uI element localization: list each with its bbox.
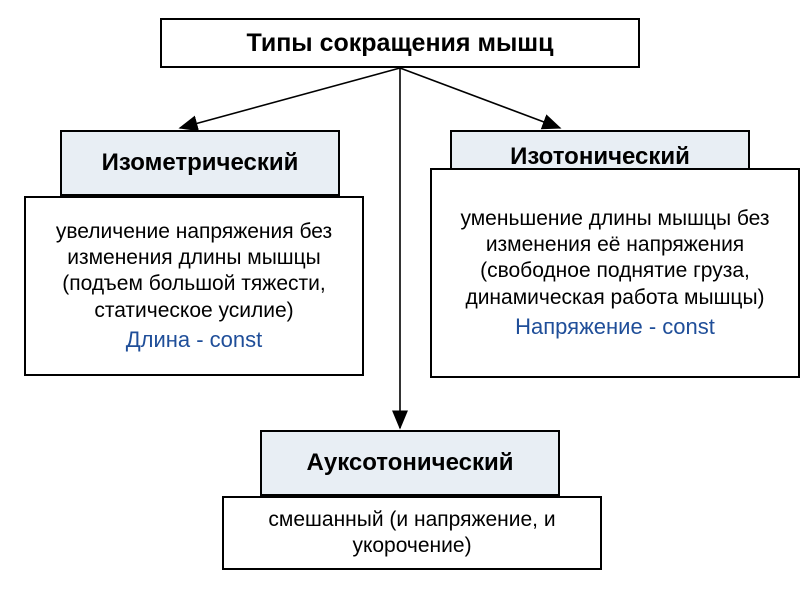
- diagram-title: Типы сокращения мышц: [160, 18, 640, 68]
- auxotonic-description: смешанный (и напряжение, и укорочение): [232, 507, 592, 560]
- auxotonic-header-text: Ауксотонический: [307, 449, 514, 477]
- isotonic-description: уменьшение длины мышцы без изменения её …: [440, 206, 790, 311]
- isotonic-constant: Напряжение - const: [515, 313, 715, 341]
- isotonic-header-text: Изотонический: [510, 143, 690, 171]
- auxotonic-description-box: смешанный (и напряжение, и укорочение): [222, 496, 602, 570]
- isometric-header: Изометрический: [60, 130, 340, 196]
- isometric-description: увеличение напряжения без изменения длин…: [34, 219, 354, 324]
- diagram-title-text: Типы сокращения мышц: [247, 29, 554, 58]
- isometric-header-text: Изометрический: [102, 149, 299, 177]
- isometric-constant: Длина - const: [126, 326, 263, 354]
- isometric-description-box: увеличение напряжения без изменения длин…: [24, 196, 364, 376]
- auxotonic-header: Ауксотонический: [260, 430, 560, 496]
- isotonic-description-box: уменьшение длины мышцы без изменения её …: [430, 168, 800, 378]
